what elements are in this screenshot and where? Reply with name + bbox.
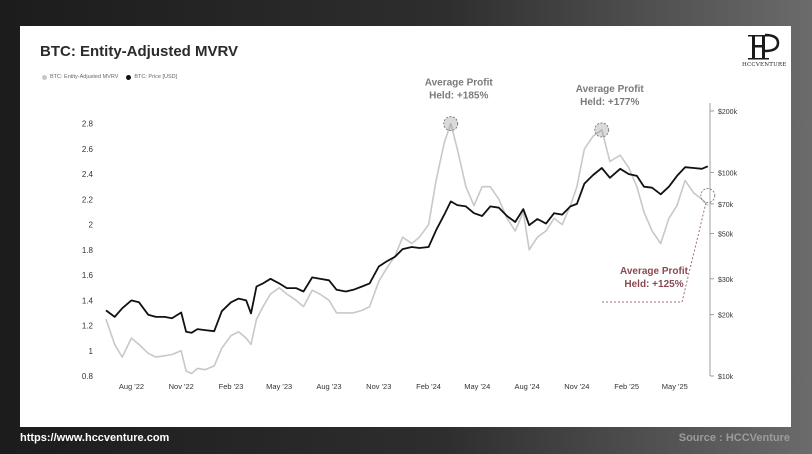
legend-swatch-price [126, 74, 132, 80]
left-tick-label: 1.4 [82, 296, 94, 305]
chart-card: BTC: Entity-Adjusted MVRV HCCVENTURE BTC… [20, 26, 791, 427]
annotation-label-line2: Held: +177% [580, 97, 639, 108]
annotation-label-line1: Average Profit [576, 84, 645, 95]
legend-label-price: BTC: Price [USD] [134, 74, 178, 80]
annotation-label-line1: Average Profit [620, 266, 689, 277]
right-tick-label: $10k [718, 374, 734, 381]
price-series-line [105, 165, 709, 334]
legend-item-price[interactable]: BTC: Price [USD] [126, 74, 177, 80]
annotation-connector [602, 203, 707, 303]
x-tick-label: May '25 [662, 382, 688, 391]
annotation-label-line1: Average Profit [425, 78, 494, 89]
x-tick-label: Nov '23 [366, 382, 391, 391]
x-tick-label: Aug '22 [119, 382, 144, 391]
right-tick-label: $20k [718, 313, 734, 320]
left-axis: 0.8 1 1.2 1.4 1.6 1.8 2 2.2 2.4 2.6 2.8 [82, 120, 94, 381]
right-tick-label: $30k [718, 277, 734, 284]
left-tick-label: 1 [89, 347, 94, 356]
right-tick-label: $200k [718, 109, 738, 116]
left-tick-label: 1.8 [82, 246, 94, 255]
chart-plot: 0.8 1 1.2 1.4 1.6 1.8 2 2.2 2.4 2.6 2.8 $10k $20k $3… [82, 78, 738, 391]
annotation-marker [443, 116, 459, 132]
logo-text: HCCVENTURE [742, 62, 787, 68]
x-axis: Aug '22 Nov '22 Feb '23 May '23 Aug '23 Nov '… [119, 382, 688, 391]
mvrv-series-line [105, 122, 709, 375]
hccventure-logo: HCCVENTURE [742, 32, 786, 70]
left-tick-label: 2.8 [82, 120, 94, 129]
right-tick-label: $50k [718, 232, 734, 239]
x-tick-label: Feb '25 [614, 382, 639, 391]
annotation-marker [700, 188, 716, 203]
series-group [105, 122, 709, 375]
left-tick-label: 1.2 [82, 322, 94, 331]
x-tick-label: Aug '23 [316, 382, 341, 391]
x-tick-label: May '23 [266, 382, 292, 391]
annotation-label-line2: Held: +185% [429, 91, 488, 102]
chart-legend: BTC: Entity-Adjusted MVRV BTC: Price [US… [42, 74, 177, 80]
x-tick-label: May '24 [464, 382, 490, 391]
source-credit: Source : HCCVenture [678, 432, 790, 444]
legend-item-mvrv[interactable]: BTC: Entity-Adjusted MVRV [42, 74, 118, 80]
x-tick-label: Aug '24 [514, 382, 539, 391]
x-tick-label: Nov '24 [564, 382, 589, 391]
legend-swatch-mvrv [42, 74, 47, 80]
website-link[interactable]: https://www.hccventure.com [20, 432, 170, 444]
x-tick-label: Feb '23 [219, 382, 244, 391]
left-tick-label: 2.4 [82, 170, 94, 179]
right-tick-label: $70k [718, 202, 734, 209]
x-tick-label: Feb '24 [416, 382, 441, 391]
legend-label-mvrv: BTC: Entity-Adjusted MVRV [50, 74, 119, 80]
left-tick-label: 2.2 [82, 195, 94, 204]
left-tick-label: 2.6 [82, 145, 94, 154]
hccventure-logo-mark [748, 33, 780, 60]
left-tick-label: 0.8 [82, 372, 94, 381]
right-tick-label: $100k [718, 170, 738, 177]
x-tick-label: Nov '22 [169, 382, 194, 391]
annotation-label-line2: Held: +125% [624, 279, 683, 290]
left-tick-label: 2 [89, 221, 94, 230]
annotation-group: Average Profit Held: +185% Average Profit H… [425, 78, 716, 303]
left-tick-label: 1.6 [82, 271, 94, 280]
chart-title: BTC: Entity-Adjusted MVRV [40, 43, 239, 60]
annotation-marker [594, 122, 610, 138]
right-axis: $10k $20k $30k $50k $70k $100k $200k [709, 103, 738, 381]
